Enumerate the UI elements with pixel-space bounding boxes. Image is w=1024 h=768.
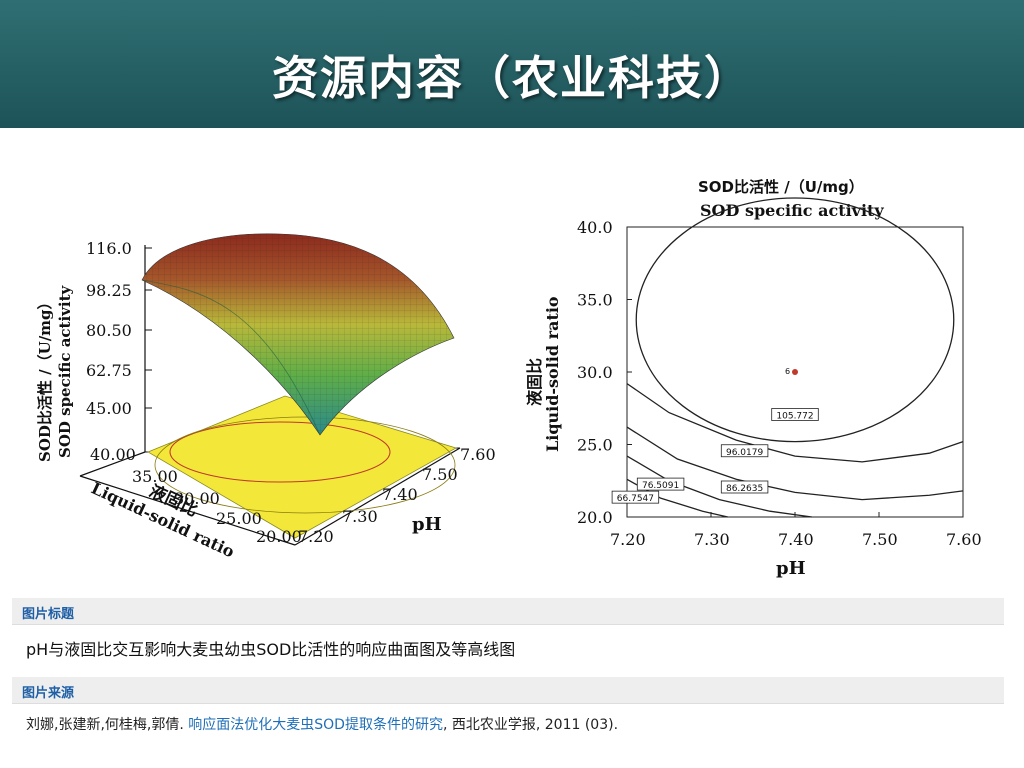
- contour-chart: SOD比活性 /（U/mg） SOD specific activity 7.2…: [525, 178, 982, 579]
- figure-source: 刘娜,张建新,何桂梅,郭倩. 响应面法优化大麦虫SOD提取条件的研究, 西北农业…: [26, 714, 618, 734]
- caption-heading-bar: 图片标题: [12, 598, 1004, 625]
- center-point-label: 6: [785, 367, 790, 376]
- x-tick-label: 7.20: [298, 527, 334, 546]
- contour-y-label-cn: 液固比: [525, 358, 544, 406]
- y-tick-label: 40.00: [90, 445, 136, 464]
- base-contour-line: [154, 416, 456, 514]
- contour-label: 105.772: [771, 408, 819, 422]
- x-tick-label: 7.40: [382, 485, 418, 504]
- z-axis-label-cn: SOD比活性 /（U/mg）: [36, 294, 54, 462]
- x-tick-label: 7.50: [422, 465, 458, 484]
- base-contour-line: [169, 421, 391, 483]
- y-tick-label: 35.00: [132, 467, 178, 486]
- z-tick-label: 98.25: [86, 281, 132, 300]
- contour-title-cn: SOD比活性 /（U/mg）: [698, 178, 864, 196]
- x-tick-label: 7.30: [694, 530, 730, 549]
- source-article-link[interactable]: 响应面法优化大麦虫SOD提取条件的研究: [188, 717, 443, 733]
- contour-line-105772: [635, 197, 955, 443]
- svg-text:105.772: 105.772: [776, 412, 813, 422]
- contour-y-label-en: Liquid-solid ratio: [543, 296, 562, 452]
- contour-label: 86.2635: [720, 480, 769, 494]
- contour-x-label: pH: [776, 558, 806, 579]
- source-journal: , 西北农业学报, 2011 (03).: [442, 717, 619, 733]
- y-tick-label: 30.0: [577, 363, 613, 382]
- design-center-point: [792, 369, 798, 375]
- y-tick-label: 30.00: [174, 489, 220, 508]
- contour-label: 76.5091: [636, 477, 685, 491]
- z-tick-label: 80.50: [86, 321, 132, 340]
- x-tick-label: 7.40: [778, 530, 814, 549]
- y-axis-ticks: 40.00 35.00 30.00 25.00 20.00: [90, 445, 302, 546]
- y-tick-label: 40.0: [577, 218, 613, 237]
- y-tick-label: 25.0: [577, 436, 613, 455]
- caption-heading: 图片标题: [22, 607, 75, 622]
- z-tick-label: 62.75: [86, 361, 132, 380]
- source-authors: 刘娜,张建新,何桂梅,郭倩.: [26, 717, 184, 733]
- z-axis-label-en: SOD specific activity: [56, 284, 74, 458]
- contour-line-86: [626, 426, 964, 501]
- x-axis-ticks: 7.20 7.30 7.40 7.50 7.60: [298, 445, 496, 546]
- source-heading-bar: 图片来源: [12, 677, 1004, 704]
- x-tick-label: 7.20: [610, 530, 646, 549]
- x-tick-label: 7.60: [946, 530, 982, 549]
- header-banner: 资源内容（农业科技）: [0, 0, 1024, 128]
- figure-caption: pH与液固比交互影响大麦虫幼虫SOD比活性的响应曲面图及等高线图: [26, 640, 516, 659]
- y-tick-label: 25.00: [216, 509, 262, 528]
- contour-label: 96.0179: [720, 444, 769, 458]
- z-tick-label: 116.0: [86, 239, 132, 258]
- y-tick-label: 20.00: [256, 527, 302, 546]
- y-tick-label: 35.0: [577, 291, 613, 310]
- x-axis-label: pH: [412, 514, 442, 535]
- x-tick-label: 7.50: [862, 530, 898, 549]
- source-heading: 图片来源: [22, 686, 75, 701]
- contour-line-96: [626, 383, 964, 463]
- svg-text:96.0179: 96.0179: [726, 448, 763, 458]
- x-tick-label: 7.60: [460, 445, 496, 464]
- z-axis-ticks: 116.0 98.25 80.50 62.75 45.00: [86, 239, 152, 418]
- svg-text:86.2635: 86.2635: [726, 484, 763, 494]
- svg-text:66.7547: 66.7547: [617, 494, 654, 504]
- page-title: 资源内容（农业科技）: [272, 51, 752, 105]
- contour-label: 66.7547: [611, 490, 660, 504]
- y-tick-label: 20.0: [577, 508, 613, 527]
- contour-title-en: SOD specific activity: [700, 201, 884, 220]
- response-surface-chart: 116.0 98.25 80.50 62.75 45.00 SOD比活性 /（U…: [36, 233, 496, 562]
- x-tick-label: 7.30: [342, 507, 378, 526]
- contour-line-76: [626, 455, 812, 518]
- z-tick-label: 45.00: [86, 399, 132, 418]
- svg-text:76.5091: 76.5091: [642, 481, 679, 491]
